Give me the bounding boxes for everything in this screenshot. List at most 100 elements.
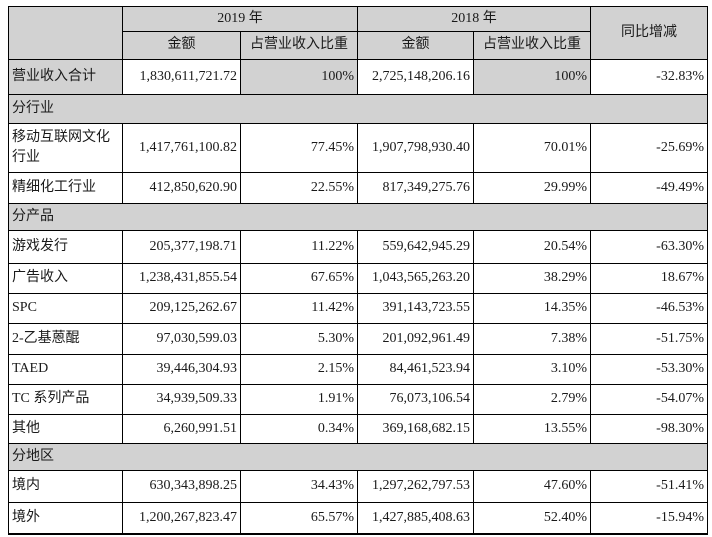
- yoy-change: -32.83%: [590, 59, 708, 95]
- amount-2019: 412,850,620.90: [122, 172, 241, 204]
- amount-2019: 1,200,267,823.47: [122, 502, 241, 535]
- table-row: TC 系列产品 34,939,509.33 1.91% 76,073,106.54 2.…: [8, 384, 708, 415]
- row-label: 境内: [8, 470, 123, 503]
- row-label: 移动互联网文化行业: [8, 123, 123, 173]
- row-label: TC 系列产品: [8, 384, 123, 415]
- amount-2018: 1,043,565,263.20: [357, 263, 474, 294]
- yoy-change: -51.75%: [590, 323, 708, 355]
- table-row: 其他 6,260,991.51 0.34% 369,168,682.15 13.55% -…: [8, 414, 708, 444]
- revenue-breakdown-table: 2019 年 2018 年 同比增减 金额 占营业收入比重 金额 占营业收入比重…: [8, 6, 708, 535]
- pct-2019: 11.42%: [240, 293, 358, 324]
- pct-2018: 47.60%: [473, 470, 591, 503]
- pct-2018: 52.40%: [473, 502, 591, 535]
- yoy-change: -46.53%: [590, 293, 708, 324]
- row-label: 境外: [8, 502, 123, 535]
- yoy-change: -51.41%: [590, 470, 708, 503]
- pct-2018: 100%: [473, 59, 591, 95]
- table-row: 精细化工行业 412,850,620.90 22.55% 817,349,275.76…: [8, 172, 708, 204]
- section-label: 分行业: [8, 94, 708, 124]
- amount-2018: 1,297,262,797.53: [357, 470, 474, 503]
- yoy-header: 同比增减: [590, 6, 708, 60]
- pct-2018: 14.35%: [473, 293, 591, 324]
- amount-2018-header: 金额: [357, 31, 474, 60]
- row-label: 游戏发行: [8, 230, 123, 264]
- amount-2018: 201,092,961.49: [357, 323, 474, 355]
- amount-2019: 6,260,991.51: [122, 414, 241, 444]
- yoy-change: -25.69%: [590, 123, 708, 173]
- amount-2019-header: 金额: [122, 31, 241, 60]
- amount-2019: 1,830,611,721.72: [122, 59, 241, 95]
- table-row: 移动互联网文化行业 1,417,761,100.82 77.45% 1,907,798…: [8, 123, 708, 173]
- yoy-change: -54.07%: [590, 384, 708, 415]
- amount-2018: 369,168,682.15: [357, 414, 474, 444]
- row-label: 营业收入合计: [8, 59, 123, 95]
- year-2019-header: 2019 年: [122, 6, 358, 32]
- yoy-change: -49.49%: [590, 172, 708, 204]
- table-row: 境外 1,200,267,823.47 65.57% 1,427,885,408.63…: [8, 502, 708, 535]
- pct-2019: 100%: [240, 59, 358, 95]
- row-label: SPC: [8, 293, 123, 324]
- pct-2019: 34.43%: [240, 470, 358, 503]
- amount-2018: 559,642,945.29: [357, 230, 474, 264]
- pct-2019: 0.34%: [240, 414, 358, 444]
- amount-2019: 209,125,262.67: [122, 293, 241, 324]
- amount-2019: 1,417,761,100.82: [122, 123, 241, 173]
- yoy-change: -15.94%: [590, 502, 708, 535]
- pct-2018-header: 占营业收入比重: [473, 31, 591, 60]
- section-label: 分产品: [8, 203, 708, 231]
- amount-2018: 1,907,798,930.40: [357, 123, 474, 173]
- row-label: 其他: [8, 414, 123, 444]
- yoy-change: 18.67%: [590, 263, 708, 294]
- pct-2019: 22.55%: [240, 172, 358, 204]
- pct-2019: 11.22%: [240, 230, 358, 264]
- row-label: 精细化工行业: [8, 172, 123, 204]
- amount-2019: 97,030,599.03: [122, 323, 241, 355]
- pct-2018: 20.54%: [473, 230, 591, 264]
- amount-2018: 84,461,523.94: [357, 354, 474, 385]
- amount-2018: 391,143,723.55: [357, 293, 474, 324]
- row-label: 2-乙基蒽醌: [8, 323, 123, 355]
- pct-2018: 29.99%: [473, 172, 591, 204]
- pct-2019: 67.65%: [240, 263, 358, 294]
- table-row: 营业收入合计 1,830,611,721.72 100% 2,725,148,206.…: [8, 59, 708, 95]
- amount-2019: 205,377,198.71: [122, 230, 241, 264]
- section-row: 分地区: [8, 443, 708, 471]
- table-row: 境内 630,343,898.25 34.43% 1,297,262,797.53 47…: [8, 470, 708, 503]
- pct-2019: 5.30%: [240, 323, 358, 355]
- header-row-measures: 金额 占营业收入比重 金额 占营业收入比重: [9, 31, 708, 60]
- table-row: 广告收入 1,238,431,855.54 67.65% 1,043,565,263.…: [8, 263, 708, 294]
- amount-2019: 1,238,431,855.54: [122, 263, 241, 294]
- table-row: SPC 209,125,262.67 11.42% 391,143,723.55 14.…: [8, 293, 708, 324]
- pct-2019: 1.91%: [240, 384, 358, 415]
- table-row: 游戏发行 205,377,198.71 11.22% 559,642,945.29 20…: [8, 230, 708, 264]
- yoy-change: -53.30%: [590, 354, 708, 385]
- yoy-change: -98.30%: [590, 414, 708, 444]
- section-row: 分行业: [8, 94, 708, 124]
- pct-2019: 77.45%: [240, 123, 358, 173]
- amount-2018: 2,725,148,206.16: [357, 59, 474, 95]
- revenue-table-body: 营业收入合计 1,830,611,721.72 100% 2,725,148,206.…: [8, 59, 708, 535]
- pct-2019-header: 占营业收入比重: [240, 31, 358, 60]
- pct-2019: 2.15%: [240, 354, 358, 385]
- amount-2019: 34,939,509.33: [122, 384, 241, 415]
- table-row: TAED 39,446,304.93 2.15% 84,461,523.94 3.10%…: [8, 354, 708, 385]
- pct-2019: 65.57%: [240, 502, 358, 535]
- pct-2018: 70.01%: [473, 123, 591, 173]
- table-row: 2-乙基蒽醌 97,030,599.03 5.30% 201,092,961.49 7.…: [8, 323, 708, 355]
- yoy-change: -63.30%: [590, 230, 708, 264]
- section-row: 分产品: [8, 203, 708, 231]
- row-label: TAED: [8, 354, 123, 385]
- row-label: 广告收入: [8, 263, 123, 294]
- amount-2019: 39,446,304.93: [122, 354, 241, 385]
- pct-2018: 38.29%: [473, 263, 591, 294]
- pct-2018: 13.55%: [473, 414, 591, 444]
- pct-2018: 3.10%: [473, 354, 591, 385]
- amount-2018: 817,349,275.76: [357, 172, 474, 204]
- amount-2019: 630,343,898.25: [122, 470, 241, 503]
- section-label: 分地区: [8, 443, 708, 471]
- corner-cell: [8, 6, 123, 60]
- pct-2018: 7.38%: [473, 323, 591, 355]
- pct-2018: 2.79%: [473, 384, 591, 415]
- year-2018-header: 2018 年: [357, 6, 591, 32]
